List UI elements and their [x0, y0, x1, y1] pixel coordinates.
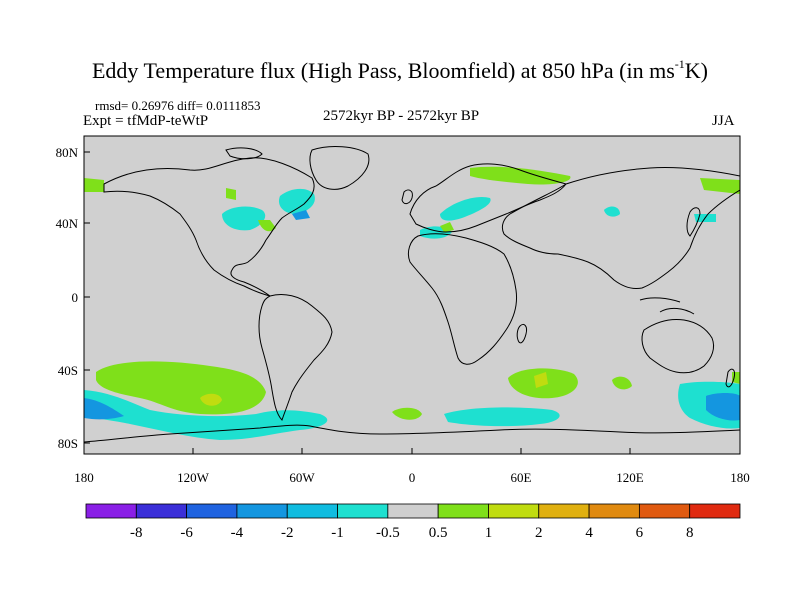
colorbar-swatch [85, 503, 137, 519]
colorbar-label: 4 [585, 525, 593, 541]
coast-north-america [103, 157, 315, 297]
colorbar-swatch [488, 503, 540, 519]
period-label: 2572kyr BP - 2572kyr BP [323, 108, 480, 124]
field-cyan-asia [604, 206, 620, 217]
coast-australia [641, 319, 715, 374]
field-blue-south-australia [706, 393, 740, 421]
colorbar-swatch [236, 503, 288, 519]
colorbar-swatch [186, 503, 238, 519]
colorbar-swatch [689, 503, 741, 519]
colorbar-swatch [337, 503, 389, 519]
lon-label: 0 [409, 470, 416, 485]
field-green-canada [226, 188, 236, 200]
field-green-scandinavia [470, 166, 571, 185]
colorbar-swatch [286, 503, 338, 519]
coastlines [84, 146, 740, 443]
field-green-tasman [732, 372, 740, 384]
field-green-south-atlantic [392, 407, 422, 420]
colorbar-swatch [638, 503, 691, 519]
latitude-axis: 80N 40N 0 40S 80S [56, 145, 90, 451]
coast-madagascar [516, 323, 527, 344]
coast-arctic-islands [225, 147, 263, 160]
experiment-label: Expt = tfMdP-teWtP [83, 113, 209, 129]
coast-africa [407, 233, 517, 365]
coast-new-zealand [725, 368, 735, 388]
lon-label: 180 [74, 470, 94, 485]
field-green-us-east [258, 220, 276, 232]
colorbar-swatch [135, 503, 188, 519]
colorbar-swatch [387, 503, 439, 519]
colorbar-swatch [538, 503, 590, 519]
field-green-south-indian [612, 376, 632, 390]
coast-europe [409, 163, 567, 233]
field-green-nw-pacific [84, 178, 104, 192]
season-label: JJA [712, 113, 735, 129]
colorbar-swatch [588, 503, 640, 519]
field-cyan-labrador [278, 188, 315, 214]
lat-label: 80S [58, 436, 78, 451]
field-green-ne-pacific [700, 178, 740, 194]
coast-asia [501, 166, 740, 289]
lat-label: 40N [56, 216, 79, 231]
lat-label: 40S [58, 363, 78, 378]
field-green-south-pacific [96, 361, 266, 415]
map-title: Eddy Temperature flux (High Pass, Bloomf… [91, 56, 708, 83]
colorbar-label: -1 [331, 525, 344, 541]
coast-british-isles [401, 189, 413, 205]
colorbar-swatch [437, 503, 489, 519]
colorbar-label: 1 [485, 525, 493, 541]
longitude-axis: 180 120W 60W 0 60E 120E 180 [74, 448, 750, 485]
lat-label: 0 [72, 290, 79, 305]
colorbar-label: -6 [180, 525, 193, 541]
coast-new-guinea [659, 307, 695, 315]
field-green-mediterranean [440, 222, 454, 232]
field-blue-labrador [292, 210, 310, 220]
field-cyan-indian-ocean [444, 407, 560, 427]
colorbar-label: 2 [535, 525, 543, 541]
colorbar-label: 6 [636, 525, 644, 541]
lon-label: 120W [177, 470, 210, 485]
field-blue-southern-ocean [84, 398, 124, 420]
colorbar: -8 -6 -4 -2 -1 -0.5 0.5 1 2 4 6 8 [85, 503, 741, 541]
coast-greenland [309, 146, 370, 190]
lon-label: 60E [511, 470, 532, 485]
field-yellow-south-pacific [200, 393, 222, 406]
field-cyan-great-lakes [222, 206, 266, 231]
lat-label: 80N [56, 145, 79, 160]
coast-antarctica [84, 424, 740, 443]
colorbar-label: -8 [130, 525, 143, 541]
coast-south-america [258, 293, 333, 421]
stats-label: rmsd= 0.26976 diff= 0.0111853 [95, 98, 261, 113]
lon-label: 60W [289, 470, 315, 485]
lon-label: 120E [616, 470, 644, 485]
field-yellow-indian-ocean [534, 372, 548, 388]
coast-indonesia [639, 297, 681, 303]
colorbar-label: -4 [231, 525, 244, 541]
colorbar-label: -0.5 [376, 525, 400, 541]
lon-label: 180 [730, 470, 750, 485]
coast-japan [686, 207, 701, 237]
colorbar-label: 0.5 [429, 525, 448, 541]
colorbar-label: -2 [281, 525, 294, 541]
field-cyan-europe [440, 196, 491, 221]
colorbar-label: 8 [686, 525, 694, 541]
